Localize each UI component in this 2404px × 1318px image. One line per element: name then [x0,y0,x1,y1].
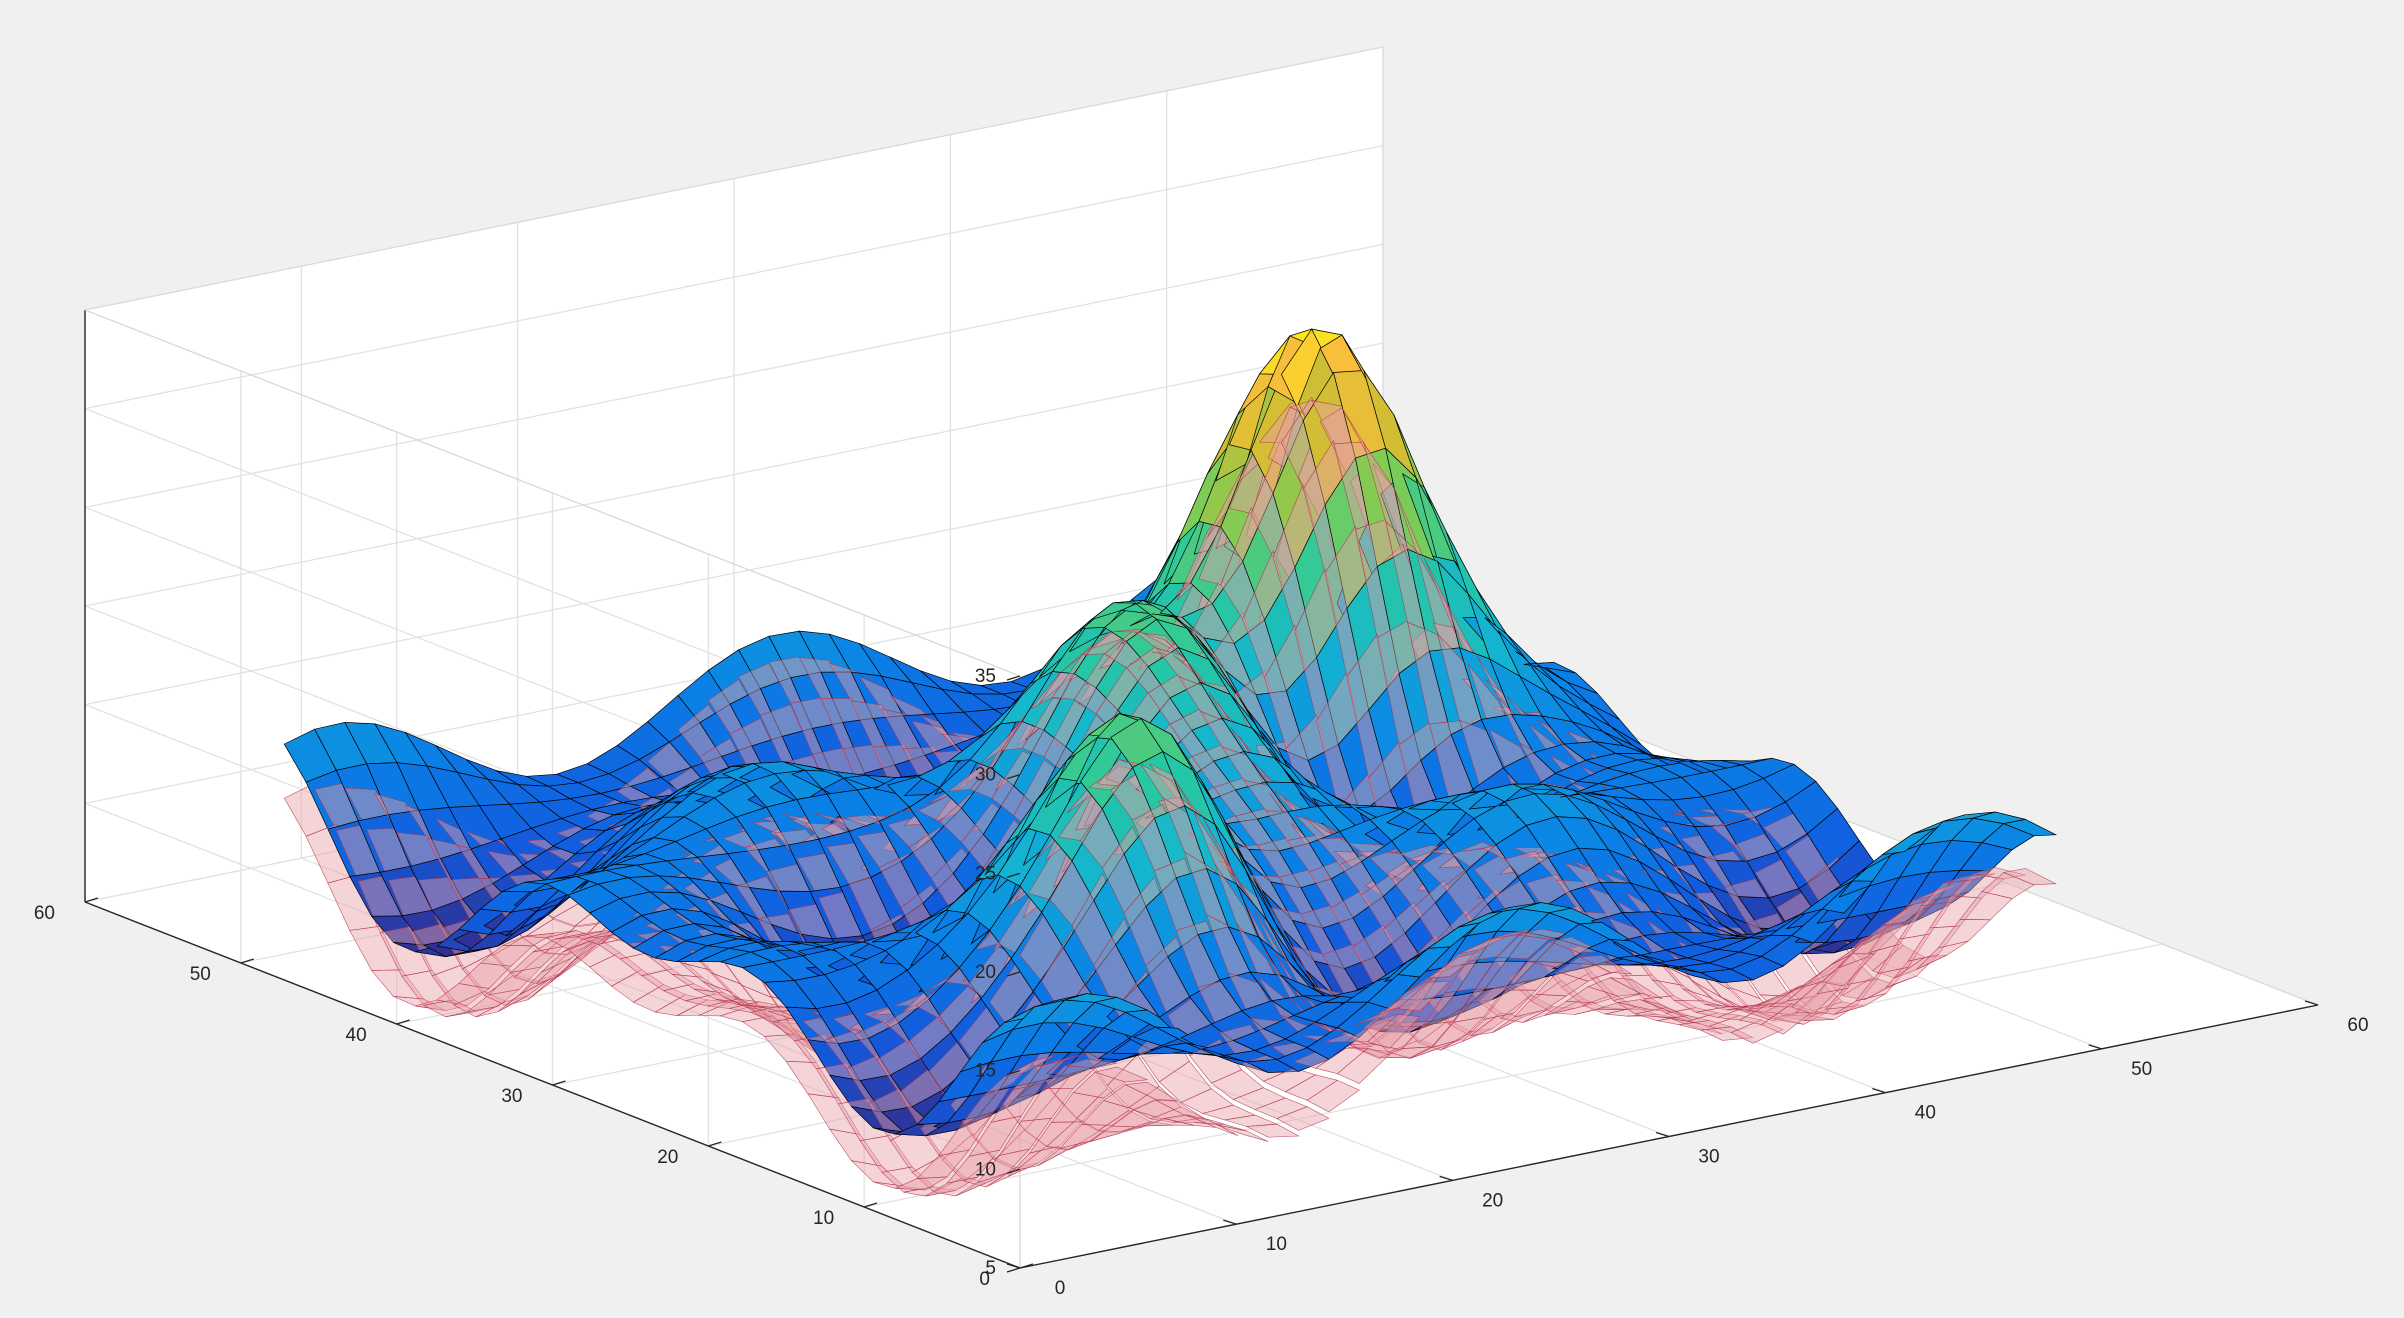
axes-ticks-and-labels: 0 10 20 30 40 50 60 0 10 20 30 40 50 60 5 10 15 20 25 30 35 [34,666,2369,1299]
y-tick-mark [396,1019,410,1025]
z-tick-label: 5 [985,1258,996,1279]
mesh-face [1548,936,1603,954]
z-tick-label: 20 [975,962,996,983]
mesh-face [2002,868,2057,886]
z-tick-mark [1006,1267,1021,1273]
y-tick-label: 30 [501,1086,522,1107]
y-tick-mark [240,958,255,964]
surface-face [2002,819,2058,837]
x-tick-label: 30 [1698,1147,1719,1168]
z-tick-label: 15 [975,1061,996,1082]
mesh-face [1245,1123,1300,1138]
mesh-face [1306,1079,1360,1113]
x-tick-mark [2304,1000,2319,1006]
mesh-face [1519,928,1572,940]
x-tick-mark [2088,1044,2102,1050]
x-tick-label: 50 [2131,1059,2152,1080]
z-tick-mark [1006,675,1021,681]
mesh-face [1336,1047,1391,1084]
y-tick-label: 50 [190,964,211,985]
z-tick-label: 30 [975,765,996,786]
wall-grid-line-z-right [84,342,1384,607]
z-tick-label: 25 [975,863,996,884]
mesh-face [1458,933,1511,955]
mesh-face [1943,873,1996,884]
mesh-face [1578,954,1632,975]
x-tick-mark [1439,1175,1453,1181]
wall-grid-line-z-right [84,243,1384,508]
z-tick-label: 10 [975,1159,996,1180]
z-tick-label: 35 [975,666,996,687]
mesh-face [1185,1114,1239,1136]
x-tick-label: 0 [1055,1278,1066,1299]
x-tick-label: 10 [1266,1234,1287,1255]
axes-box-edge [84,46,1384,311]
mesh-face [1670,1018,1723,1035]
mesh-face [1912,881,1966,901]
mesh-face [1730,1019,1784,1044]
y-tick-label: 20 [657,1147,678,1168]
z-tick-mark [1006,971,1021,977]
mesh-face [1276,1106,1330,1131]
y-tick-mark [552,1080,566,1086]
y-tick-label: 40 [346,1025,367,1046]
wall-grid-line-z-right [84,145,1384,410]
y-tick-label: 10 [813,1208,834,1229]
x-tick-label: 60 [2347,1015,2368,1036]
mesh-face [1851,923,1906,955]
mesh-face [1791,980,1845,1015]
mesh-face [1427,952,1481,979]
mesh-face [1216,1124,1269,1142]
z-tick-mark [1006,774,1021,780]
axes-box-edge [84,309,1021,677]
y-tick-mark [863,1202,878,1208]
mesh-face [1609,977,1663,999]
mesh-face [1093,1066,1149,1083]
x-tick-mark [1655,1131,1670,1138]
z-tick-mark [1006,1070,1021,1076]
y-tick-label: 0 [979,1269,990,1290]
mesh-face [1155,1099,1208,1121]
x-tick-label: 40 [1915,1103,1936,1124]
x-tick-mark [1006,1263,1021,1269]
floor-grid-line-y [864,943,2163,1208]
mesh-face [1760,1003,1815,1035]
surfaces [283,328,2058,1197]
z-tick-mark [1006,1168,1021,1174]
wall-grid-line-z-right [84,441,1384,706]
y-tick-mark [1019,1263,1034,1269]
mesh-face [1034,1053,1087,1068]
mesh-face [1367,1013,1421,1049]
x-tick-mark [1872,1088,1886,1094]
y-tick-label: 60 [34,903,55,924]
y-tick-mark [708,1141,722,1147]
mesh-face [1064,1058,1117,1069]
mesh-face [1124,1081,1178,1101]
mesh-face [1397,980,1451,1012]
z-tick-mark [1006,872,1021,878]
y-tick-mark [84,897,99,903]
x-tick-mark [1223,1219,1237,1225]
x-tick-label: 20 [1482,1190,1503,1211]
mesh-face [1640,999,1693,1021]
